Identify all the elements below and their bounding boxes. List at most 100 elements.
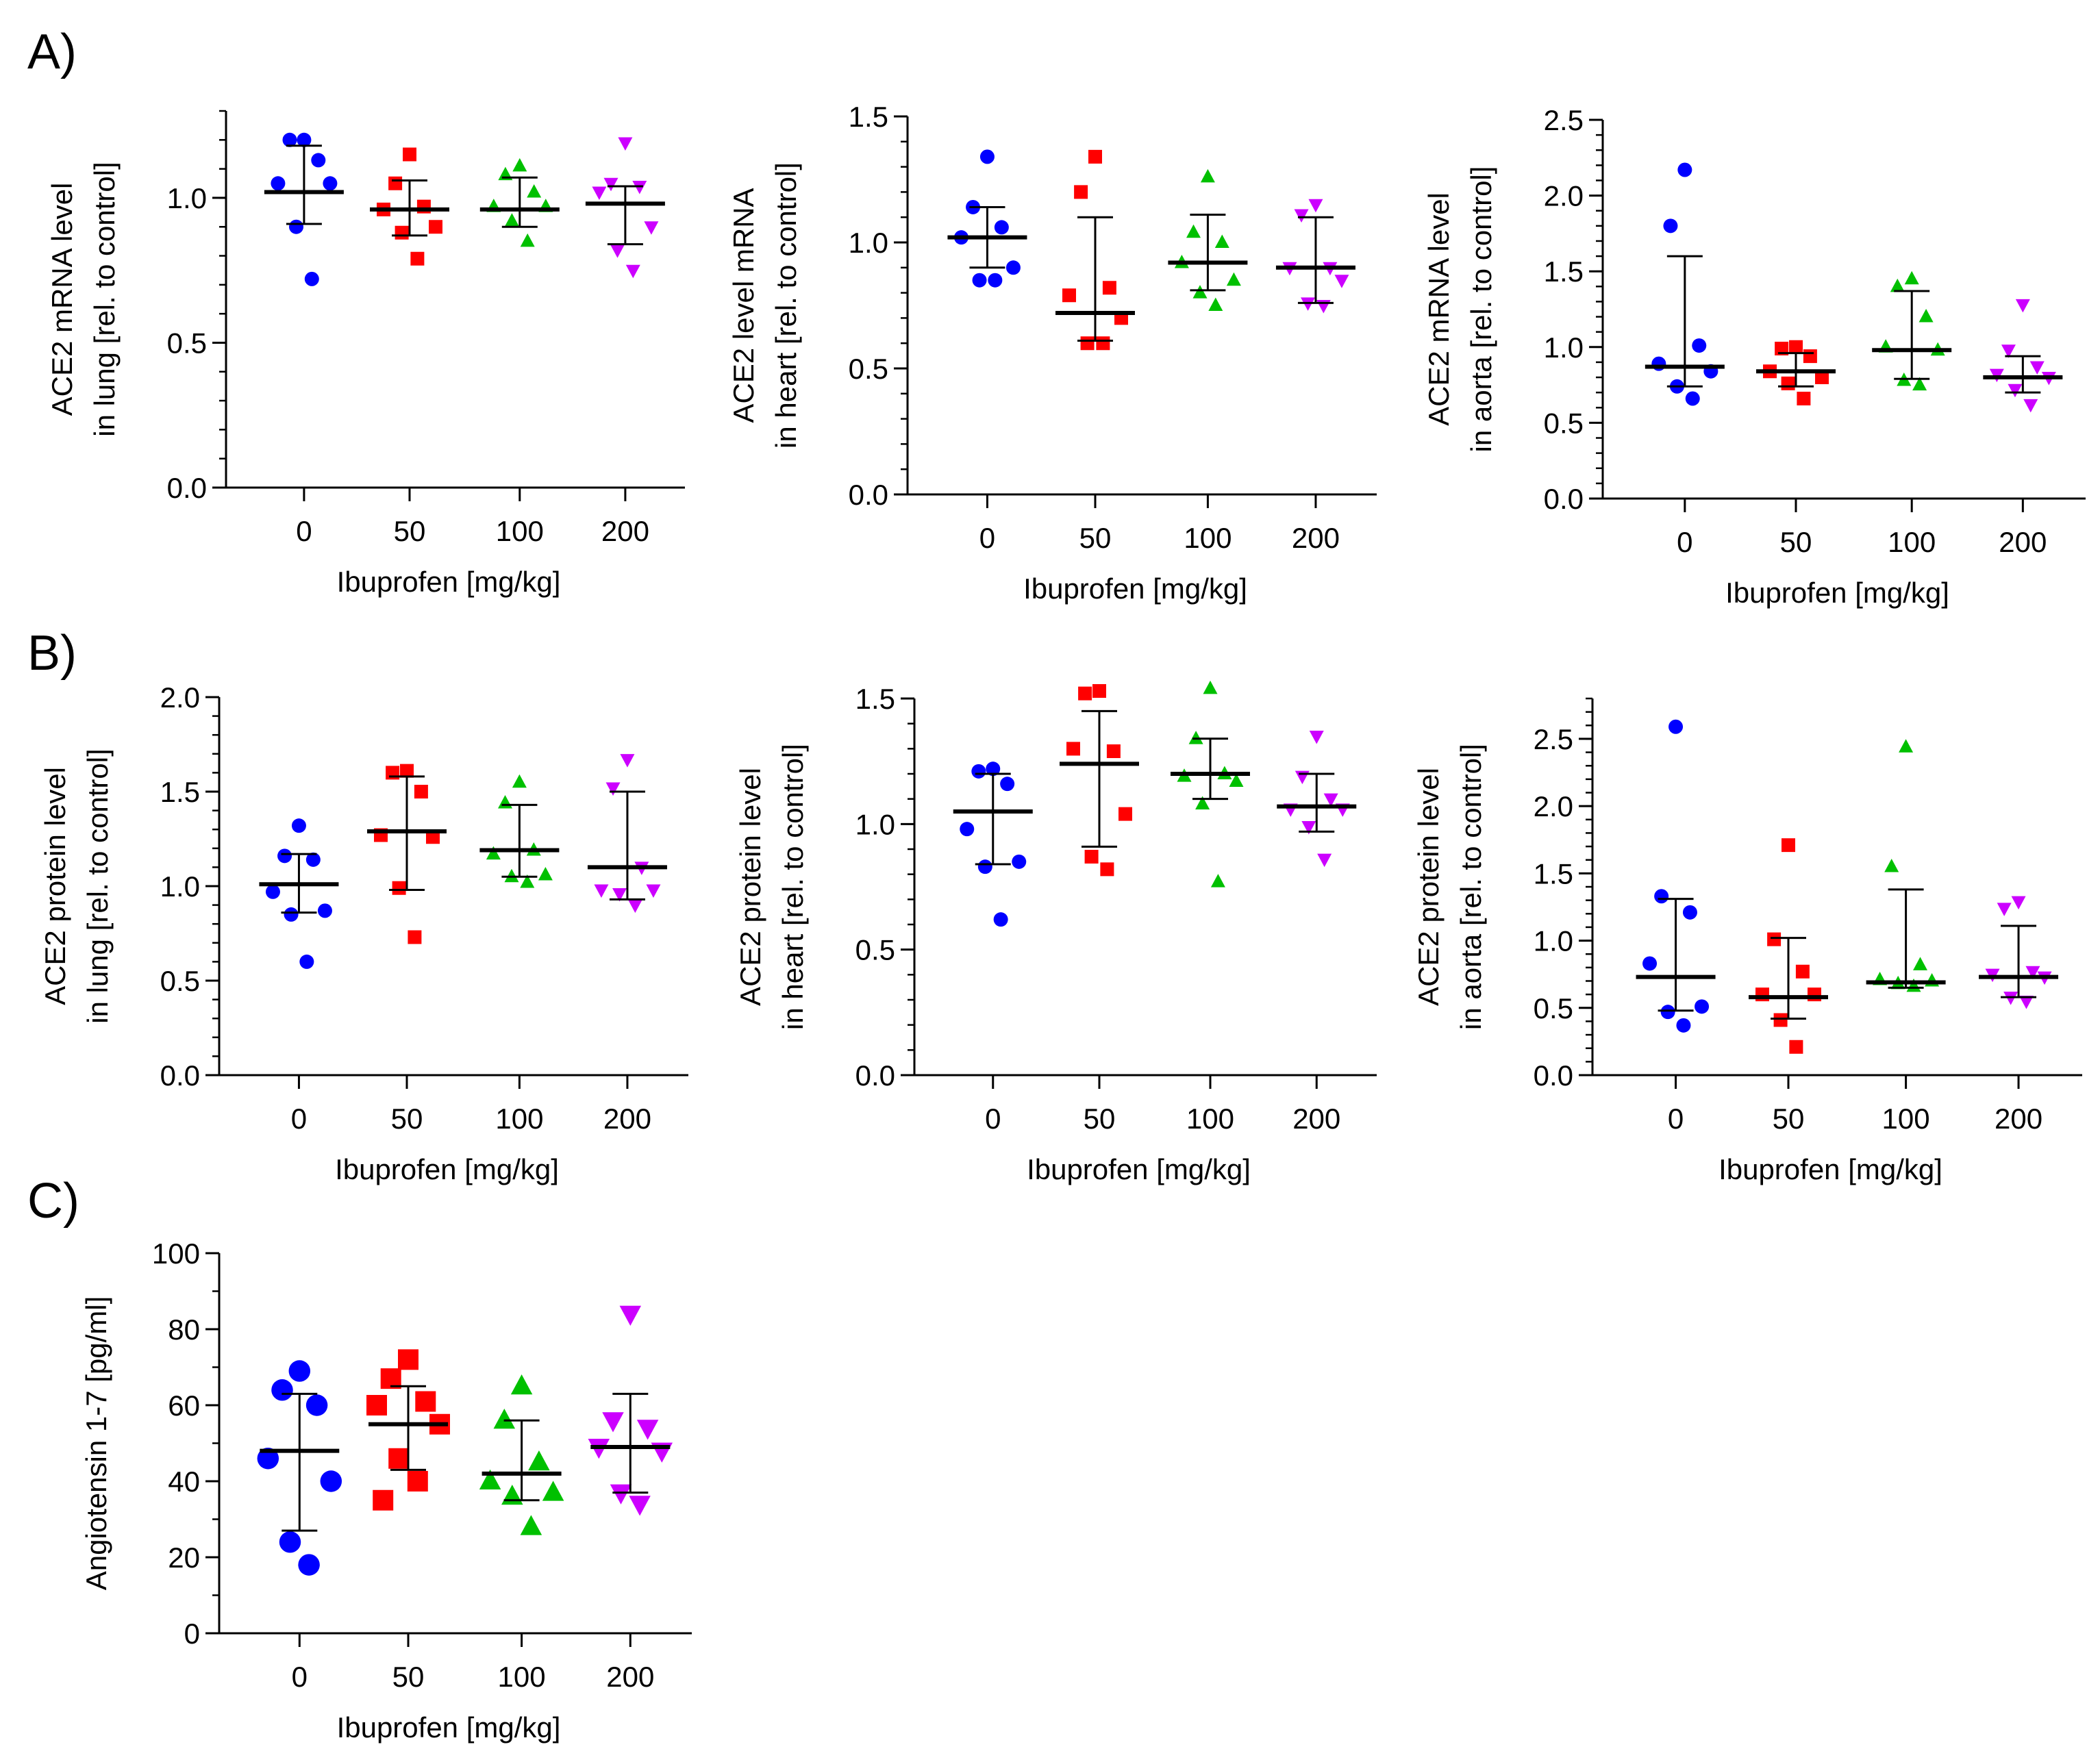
y-tick-label: 0.0 bbox=[855, 1059, 895, 1092]
data-point bbox=[366, 1395, 387, 1415]
x-tick-label: 200 bbox=[1292, 1103, 1340, 1135]
x-tick-label: 50 bbox=[1084, 1103, 1116, 1135]
data-point bbox=[305, 852, 321, 867]
data-point bbox=[277, 848, 292, 864]
data-point bbox=[636, 1420, 659, 1440]
data-point bbox=[380, 1368, 401, 1389]
data-point bbox=[1195, 796, 1210, 809]
data-point bbox=[1229, 773, 1244, 787]
data-point bbox=[1096, 336, 1110, 351]
panel-label-c: C) bbox=[27, 1174, 79, 1229]
x-tick-label: 200 bbox=[1292, 522, 1340, 554]
x-tick-label: 100 bbox=[496, 515, 544, 547]
y-tick-label: 1.5 bbox=[1544, 255, 1584, 288]
data-point bbox=[610, 244, 625, 258]
data-point bbox=[1789, 1040, 1803, 1054]
y-axis-title-line: in lung [rel. to control] bbox=[82, 748, 114, 1024]
y-tick-label: 1.5 bbox=[160, 776, 200, 808]
data-point bbox=[299, 954, 314, 969]
data-point bbox=[410, 251, 425, 266]
data-point bbox=[1773, 1013, 1788, 1027]
data-point bbox=[1795, 964, 1810, 979]
data-point bbox=[1062, 288, 1076, 303]
data-point bbox=[1682, 905, 1697, 920]
data-point bbox=[1692, 338, 1707, 353]
panel-label-b: B) bbox=[27, 626, 77, 681]
y-tick-label: 1.0 bbox=[167, 182, 207, 214]
data-point bbox=[408, 930, 422, 944]
data-point bbox=[1301, 821, 1316, 835]
data-point bbox=[400, 764, 414, 778]
y-tick-label: 1.0 bbox=[1544, 331, 1584, 364]
data-point bbox=[1781, 376, 1795, 390]
data-point bbox=[2029, 361, 2045, 375]
y-tick-label: 1.0 bbox=[1534, 925, 1573, 957]
x-tick-label: 50 bbox=[1780, 526, 1812, 558]
data-point bbox=[1789, 340, 1803, 354]
data-point bbox=[265, 884, 280, 899]
data-point bbox=[297, 132, 312, 147]
data-point bbox=[960, 822, 975, 837]
y-tick-label: 0.5 bbox=[849, 353, 888, 385]
data-point bbox=[1918, 309, 1934, 323]
x-tick-label: 50 bbox=[1773, 1103, 1805, 1135]
data-point bbox=[1767, 932, 1782, 946]
data-point bbox=[625, 264, 640, 279]
y-axis-title-line: in heart [rel. to control] bbox=[770, 162, 802, 449]
x-tick-label: 0 bbox=[979, 522, 995, 554]
data-point bbox=[373, 1489, 394, 1511]
panel-label-a: A) bbox=[27, 25, 77, 79]
x-tick-label: 0 bbox=[291, 1103, 307, 1135]
data-point bbox=[501, 1484, 523, 1505]
y-axis-title-line: in aorta [rel. to control] bbox=[1465, 166, 1497, 453]
data-point bbox=[1066, 742, 1080, 756]
x-tick-label: 50 bbox=[394, 515, 426, 547]
x-tick-label: 100 bbox=[495, 1103, 543, 1135]
data-point bbox=[602, 1412, 624, 1433]
data-point bbox=[493, 1408, 516, 1429]
data-point bbox=[317, 903, 332, 918]
data-point bbox=[1803, 349, 1817, 364]
data-point bbox=[644, 221, 659, 235]
x-tick-label: 200 bbox=[603, 1103, 651, 1135]
data-point bbox=[1782, 838, 1795, 853]
y-tick-label: 0.5 bbox=[160, 965, 200, 997]
data-point bbox=[1904, 270, 1919, 285]
data-point bbox=[305, 1394, 328, 1416]
data-point bbox=[1074, 185, 1088, 199]
data-point bbox=[1815, 370, 1829, 385]
data-point bbox=[993, 912, 1008, 927]
data-point bbox=[627, 899, 642, 914]
data-point bbox=[612, 888, 627, 902]
data-point bbox=[388, 1448, 410, 1469]
data-point bbox=[988, 273, 1003, 288]
data-point bbox=[646, 884, 661, 898]
data-point bbox=[1200, 168, 1215, 183]
y-tick-label: 0 bbox=[184, 1618, 200, 1650]
data-point bbox=[2015, 299, 2030, 313]
data-point bbox=[2025, 966, 2040, 980]
data-point bbox=[1092, 684, 1106, 698]
data-point bbox=[594, 884, 609, 898]
y-tick-label: 0.0 bbox=[849, 479, 888, 511]
data-point bbox=[395, 225, 409, 240]
data-point bbox=[1308, 199, 1323, 213]
data-point bbox=[610, 1484, 632, 1505]
data-point bbox=[629, 1496, 651, 1516]
data-point bbox=[1677, 162, 1692, 177]
data-point bbox=[1755, 987, 1769, 1002]
data-point bbox=[479, 1469, 501, 1489]
chart-A3: 0.0 0.5 1.0 1.5 2.0 2.5 0 50 100 200 Ibuprofen [mg… bbox=[1423, 104, 2086, 609]
x-tick-label: 200 bbox=[1999, 526, 2047, 558]
data-point bbox=[1808, 987, 1821, 1002]
data-point bbox=[2008, 383, 2023, 398]
data-point bbox=[392, 881, 406, 895]
data-point bbox=[1294, 209, 1309, 223]
data-point bbox=[291, 818, 306, 833]
data-point bbox=[486, 846, 501, 860]
chart-A1: 0.0 0.5 1.0 0 50 100 200 Ibuprofen [mg/kg] ACE2 … bbox=[46, 110, 685, 598]
x-axis-title: Ibuprofen [mg/kg] bbox=[1023, 572, 1247, 605]
data-point bbox=[271, 176, 286, 191]
y-axis-title-line: in heart [rel. to control] bbox=[777, 744, 809, 1030]
x-axis-title: Ibuprofen [mg/kg] bbox=[1725, 577, 1949, 609]
